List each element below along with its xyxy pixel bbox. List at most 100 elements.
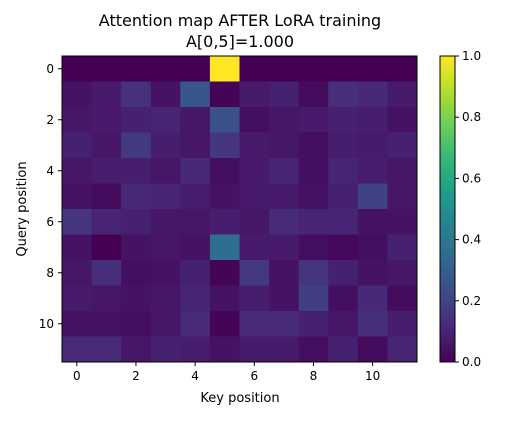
heatmap-cell xyxy=(269,234,300,261)
heatmap-cell xyxy=(387,107,418,133)
heatmap-cell xyxy=(180,311,211,337)
heatmap-cell xyxy=(121,285,152,312)
colorbar-tick-label: 0.4 xyxy=(462,233,481,247)
colorbar xyxy=(439,55,456,363)
heatmap-cell xyxy=(239,158,270,184)
heatmap-cell xyxy=(239,132,270,159)
heatmap-cell xyxy=(298,311,329,337)
heatmap-cell xyxy=(239,336,270,363)
heatmap-cell xyxy=(180,107,211,133)
heatmap-cell xyxy=(387,56,418,82)
heatmap-cell xyxy=(209,311,240,337)
heatmap-cell xyxy=(62,56,93,82)
x-tick-label: 6 xyxy=(250,369,258,383)
colorbar-tick-label: 0.6 xyxy=(462,171,481,185)
heatmap-cell xyxy=(239,183,270,210)
heatmap-cell xyxy=(91,81,122,108)
heatmap-cell xyxy=(239,209,270,235)
heatmap-cell xyxy=(298,81,329,108)
heatmap-cell xyxy=(150,209,181,235)
heatmap-cell xyxy=(239,234,270,261)
heatmap-cell xyxy=(269,158,300,184)
heatmap-cell xyxy=(121,183,152,210)
heatmap-cell xyxy=(121,260,152,286)
heatmap-cell xyxy=(91,158,122,184)
heatmap-cell xyxy=(357,81,388,108)
heatmap-cell xyxy=(269,285,300,312)
y-tick-label: 8 xyxy=(46,266,54,280)
heatmap-cell xyxy=(328,132,359,159)
heatmap-cell xyxy=(239,56,270,82)
heatmap-cell xyxy=(269,107,300,133)
heatmap-cell xyxy=(387,260,418,286)
heatmap-cell xyxy=(328,158,359,184)
heatmap-cell xyxy=(150,81,181,108)
heatmap-cell xyxy=(239,107,270,133)
heatmap-cell xyxy=(91,56,122,82)
heatmap-cell xyxy=(298,285,329,312)
heatmap-cell xyxy=(239,260,270,286)
heatmap-cell xyxy=(298,260,329,286)
heatmap-cell xyxy=(387,183,418,210)
heatmap-cell xyxy=(62,132,93,159)
chart-subtitle: A[0,5]=1.000 xyxy=(186,32,294,51)
y-axis-label: Query position xyxy=(15,161,30,256)
heatmap-cell xyxy=(62,107,93,133)
heatmap-cell xyxy=(121,234,152,261)
heatmap-cell xyxy=(91,183,122,210)
heatmap-cell xyxy=(387,234,418,261)
heatmap-cell xyxy=(209,336,240,363)
heatmap-cell xyxy=(121,336,152,363)
heatmap-cell xyxy=(209,260,240,286)
heatmap-cell xyxy=(91,336,122,363)
heatmap-cell xyxy=(62,183,93,210)
heatmap-cell xyxy=(91,260,122,286)
heatmap-cell xyxy=(62,158,93,184)
heatmap-cell xyxy=(209,132,240,159)
heatmap-cell xyxy=(62,336,93,363)
heatmap-cells xyxy=(62,56,418,363)
heatmap-cell xyxy=(180,56,211,82)
heatmap-cell xyxy=(239,285,270,312)
heatmap-cell xyxy=(298,183,329,210)
heatmap-cell xyxy=(150,336,181,363)
heatmap-cell xyxy=(121,311,152,337)
heatmap-cell xyxy=(269,81,300,108)
heatmap-cell xyxy=(387,209,418,235)
heatmap-cell xyxy=(357,158,388,184)
heatmap-cell xyxy=(298,158,329,184)
heatmap-cell xyxy=(357,209,388,235)
heatmap-cell xyxy=(357,234,388,261)
heatmap-cell xyxy=(209,183,240,210)
heatmap-cell xyxy=(91,311,122,337)
x-axis-ticks: 0 2 4 6 8 10 xyxy=(73,362,380,383)
heatmap-cell xyxy=(387,132,418,159)
heatmap-cell xyxy=(150,285,181,312)
heatmap-cell xyxy=(150,260,181,286)
heatmap-cell xyxy=(328,183,359,210)
heatmap-cell xyxy=(269,260,300,286)
heatmap-cell xyxy=(180,158,211,184)
colorbar-tick-label: 0.0 xyxy=(462,355,481,369)
y-tick-label: 10 xyxy=(39,317,54,331)
heatmap-cell xyxy=(298,132,329,159)
heatmap-cell xyxy=(298,107,329,133)
colorbar-ticks: 0.0 0.2 0.4 0.6 0.8 1.0 xyxy=(455,49,481,369)
heatmap-cell xyxy=(328,234,359,261)
heatmap-cell xyxy=(357,132,388,159)
heatmap-cell xyxy=(150,158,181,184)
heatmap-cell xyxy=(121,81,152,108)
heatmap-cell xyxy=(180,81,211,108)
heatmap-cell xyxy=(269,183,300,210)
y-tick-label: 4 xyxy=(46,164,54,178)
heatmap-cell xyxy=(62,311,93,337)
heatmap-cell xyxy=(387,158,418,184)
heatmap-cell xyxy=(150,183,181,210)
heatmap-cell xyxy=(387,81,418,108)
heatmap-cell xyxy=(357,183,388,210)
heatmap-cell xyxy=(180,132,211,159)
heatmap-cell xyxy=(209,158,240,184)
heatmap-cell xyxy=(91,234,122,261)
heatmap-cell xyxy=(121,56,152,82)
